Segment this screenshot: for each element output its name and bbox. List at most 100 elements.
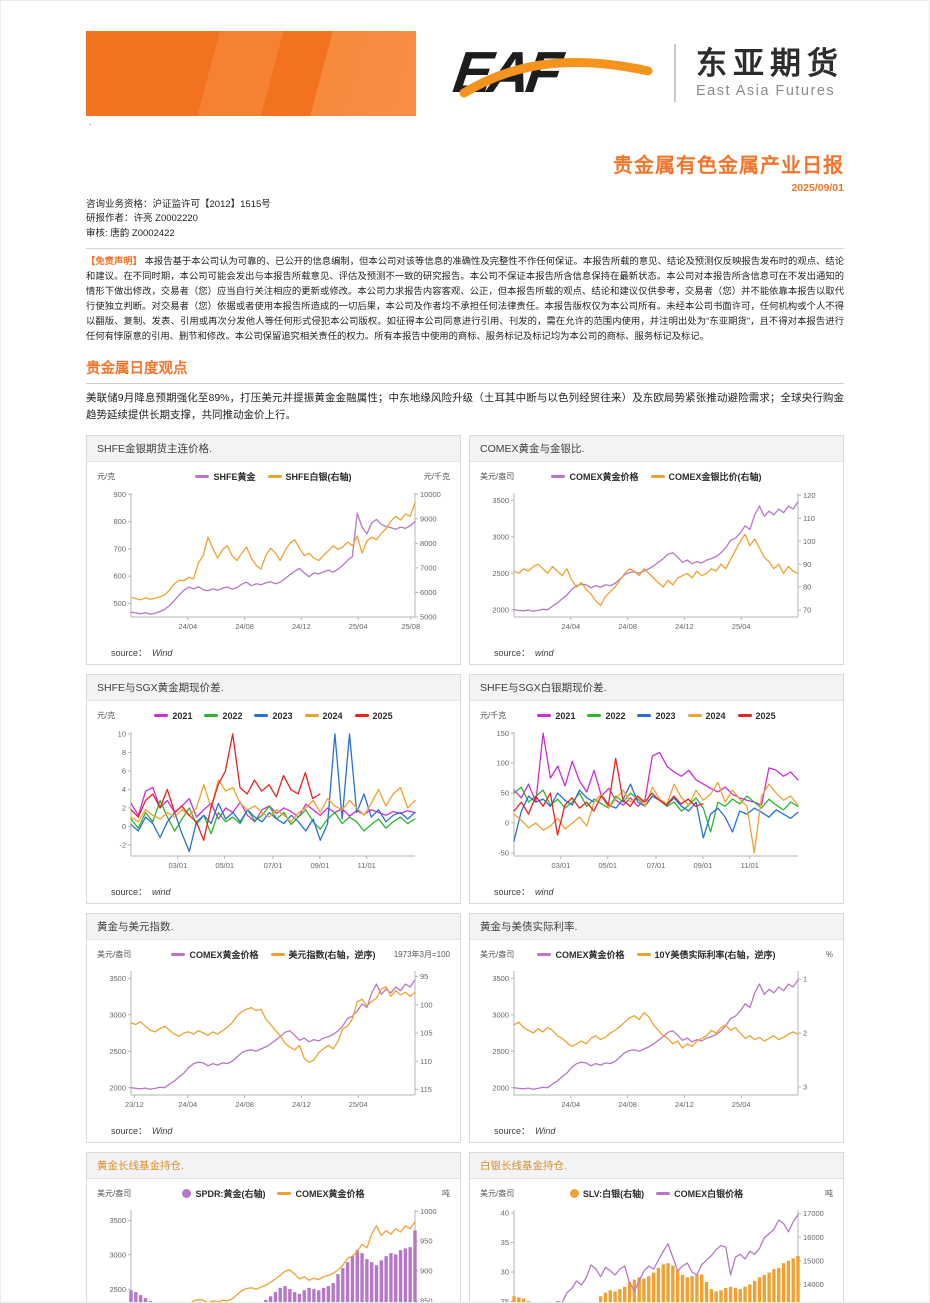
chart-legend: SPDR:黄金(右轴) COMEX黄金价格 (182, 1187, 365, 1200)
svg-text:2000: 2000 (109, 1083, 126, 1092)
svg-text:6: 6 (122, 766, 126, 775)
legend-item: 2024 (687, 710, 726, 721)
svg-text:25/04: 25/04 (349, 622, 368, 631)
svg-text:3500: 3500 (492, 496, 509, 505)
svg-text:2500: 2500 (492, 568, 509, 577)
chart-body: 元/千克 2021 2022 2023 2024 2025 150 100 50 0 -50 03/… (470, 701, 843, 903)
svg-text:100: 100 (496, 758, 509, 767)
svg-text:25/04: 25/04 (349, 1100, 368, 1109)
svg-text:115: 115 (420, 1085, 432, 1094)
svg-text:09/01: 09/01 (310, 861, 329, 870)
source-line: source： Wind (97, 1121, 450, 1140)
legend-swatch (650, 475, 665, 479)
legend-label: 2024 (705, 710, 726, 721)
legend-label: 2022 (222, 710, 243, 721)
source-line: source： wind (97, 882, 450, 901)
svg-text:24/08: 24/08 (618, 1100, 637, 1109)
svg-text:3000: 3000 (109, 1010, 126, 1019)
qualification-line: 咨询业务资格：沪证监许可【2012】1515号 (86, 199, 271, 210)
legend-item: 2023 (637, 711, 676, 721)
reviewer-line: 审核: 唐韵 Z0002422 (86, 227, 175, 239)
legend-label: COMEX黄金价格 (295, 1189, 365, 1200)
logo-dot: · (89, 119, 92, 129)
legend-item: COMEX黄金价格 (551, 470, 639, 483)
svg-text:40: 40 (501, 1208, 509, 1217)
svg-text:07/01: 07/01 (647, 861, 666, 870)
legend-label: COMEX黄金价格 (555, 950, 625, 961)
legend-swatch (267, 475, 282, 479)
left-axis-unit: 美元/盎司 (480, 472, 515, 482)
right-axis-unit: 元/千克 (423, 472, 450, 482)
svg-text:120: 120 (803, 491, 816, 500)
legend-item: COMEX金银比价(右轴) (650, 470, 762, 483)
svg-text:25/04: 25/04 (732, 1100, 751, 1109)
svg-text:600: 600 (113, 571, 126, 580)
svg-text:500: 500 (113, 599, 126, 608)
svg-text:2500: 2500 (109, 1284, 126, 1293)
chart-legend: 2021 2022 2023 2024 2025 (154, 710, 393, 721)
svg-text:50: 50 (501, 788, 509, 797)
svg-text:05/01: 05/01 (215, 861, 234, 870)
legend-swatch (171, 953, 186, 957)
legend-item: 2025 (737, 711, 776, 721)
svg-text:24/12: 24/12 (675, 622, 694, 631)
report-meta: 咨询业务资格：沪证监许可【2012】1515号 研报作者：许亮 Z0002220… (86, 198, 844, 241)
svg-text:24/04: 24/04 (178, 622, 197, 631)
legend-swatch (587, 714, 602, 718)
svg-text:24/04: 24/04 (561, 622, 580, 631)
svg-text:900: 900 (420, 1266, 433, 1275)
chart-legend: SHFE黄金 SHFE白银(右轴) (195, 470, 352, 483)
svg-text:-50: -50 (498, 848, 509, 857)
section-title: 贵金属日度观点 (86, 357, 844, 385)
svg-text:6000: 6000 (420, 588, 437, 597)
chart-card-gold-dxy: 黄金与美元指数. 美元/盎司 COMEX黄金价格 美元指数(右轴，逆序) 1973年3… (86, 912, 461, 1143)
legend-item: 2022 (587, 711, 625, 721)
legend-label: COMEX金银比价(右轴) (668, 472, 762, 483)
source-label: source： (111, 1125, 148, 1136)
legend-label: SHFE白银(右轴) (285, 472, 352, 483)
left-axis-unit: 美元/盎司 (480, 950, 515, 960)
source-value: wind (535, 886, 554, 897)
svg-text:24/08: 24/08 (618, 622, 637, 631)
chart-card-silver-basis: SHFE与SGX白银期现价差. 元/千克 2021 2022 2023 2024 2025… (469, 673, 844, 904)
legend-swatch (154, 714, 169, 718)
legend-label: 2021 (172, 710, 193, 721)
legend-item: COMEX黄金价格 (537, 948, 625, 961)
left-axis-unit: 美元/盎司 (97, 950, 132, 960)
svg-text:10000: 10000 (420, 489, 441, 498)
svg-text:8: 8 (122, 748, 126, 757)
svg-text:24/08: 24/08 (235, 622, 254, 631)
legend-item: 2022 (204, 711, 242, 721)
legend-swatch (277, 1192, 292, 1196)
svg-text:3500: 3500 (109, 974, 126, 983)
chart-legend: COMEX黄金价格 COMEX金银比价(右轴) (551, 470, 762, 483)
svg-text:4: 4 (122, 785, 126, 794)
chart-title: 黄金长线基金持仓. (87, 1152, 460, 1179)
legend-item: 美元指数(右轴，逆序) (270, 948, 376, 961)
legend-item: 10Y美债实际利率(右轴，逆序) (636, 948, 776, 961)
legend-swatch (637, 714, 652, 718)
svg-text:05/01: 05/01 (598, 861, 617, 870)
svg-text:2: 2 (122, 803, 126, 812)
svg-text:24/04: 24/04 (561, 1100, 580, 1109)
legend-swatch (182, 1189, 192, 1199)
svg-text:5000: 5000 (420, 612, 437, 621)
svg-text:70: 70 (803, 605, 811, 614)
legend-swatch (354, 714, 369, 718)
legend-swatch (195, 475, 210, 479)
source-line: source： wind (480, 882, 833, 901)
source-value: wind (535, 647, 554, 658)
chart-note: 1973年3月=100 (393, 950, 450, 960)
legend-swatch (636, 953, 651, 957)
svg-text:100: 100 (420, 1000, 433, 1009)
svg-text:90: 90 (803, 559, 811, 568)
chart-title: SHFE与SGX黄金期现价差. (87, 674, 460, 701)
chart-body: 美元/盎司 COMEX黄金价格 10Y美债实际利率(右轴，逆序)% 3500 3000… (470, 940, 843, 1142)
chart-legend: COMEX黄金价格 10Y美债实际利率(右轴，逆序) (537, 948, 776, 961)
svg-text:24/12: 24/12 (292, 1100, 311, 1109)
chart-body: 元/克 2021 2022 2023 2024 2025 10 8 6 4 2 0 -2 03/01 05… (87, 701, 460, 903)
source-value: Wind (152, 647, 173, 658)
source-value: wind (152, 886, 171, 897)
chart-title: SHFE金银期货主连价格. (87, 435, 460, 462)
